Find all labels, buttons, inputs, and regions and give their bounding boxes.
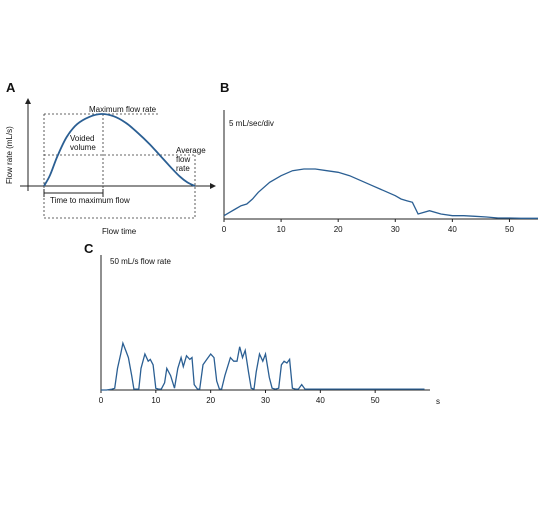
panel-b-x-tick-label: 40 (448, 225, 457, 234)
panel-a-flow-curve (43, 113, 196, 187)
panel-c-x-tick-label: 20 (206, 396, 215, 405)
panel-c-x-tick-label: 40 (316, 396, 325, 405)
panel-c-flow-curve (101, 340, 425, 391)
panel-b: 5 mL/sec/div 0 10 20 30 40 50 (222, 110, 538, 234)
panel-a-label: A (6, 80, 16, 95)
panel-a-voided-label-2: volume (70, 143, 96, 152)
panel-b-ylabel: 5 mL/sec/div (229, 119, 274, 128)
panel-b-x-tick-label: 30 (391, 225, 400, 234)
panel-b-x-tick-label: 50 (505, 225, 514, 234)
panel-b-flow-curve (223, 168, 538, 219)
panel-c-x-tick-label: 0 (99, 396, 104, 405)
panel-a-average-label-2: flow (176, 155, 190, 164)
panel-a: Maximum flow rate Voided volume Average … (5, 98, 216, 236)
panel-b-x-tick-label: 20 (334, 225, 343, 234)
panel-a-average-label-1: Average (176, 146, 206, 155)
panel-c-ylabel: 50 mL/s flow rate (110, 257, 171, 266)
panel-c-x-ticks: 0 10 20 30 40 50 (99, 390, 380, 405)
panel-a-ylabel: Flow rate (mL/s) (5, 126, 14, 184)
panel-a-voided-label-1: Voided (70, 134, 94, 143)
panel-c-x-unit: s (436, 397, 440, 406)
panel-c: 50 mL/s flow rate 0 10 20 30 40 50 s (99, 255, 440, 406)
panel-c-label: C (84, 241, 94, 256)
panel-a-y-arrow-icon (25, 98, 31, 104)
panel-b-x-tick-label: 10 (277, 225, 286, 234)
panel-c-x-tick-label: 10 (151, 396, 160, 405)
panel-a-ttm-label: Time to maximum flow (50, 196, 130, 205)
panel-b-x-ticks: 0 10 20 30 40 50 (222, 219, 514, 234)
panel-a-x-arrow-icon (210, 183, 216, 189)
panel-c-x-tick-label: 50 (371, 396, 380, 405)
panel-b-label: B (220, 80, 229, 95)
panel-b-x-tick-label: 0 (222, 225, 227, 234)
panel-a-max-label: Maximum flow rate (89, 105, 157, 114)
panel-a-average-label-3: rate (176, 164, 190, 173)
panel-a-xlabel: Flow time (102, 227, 137, 236)
panel-c-x-tick-label: 30 (261, 396, 270, 405)
